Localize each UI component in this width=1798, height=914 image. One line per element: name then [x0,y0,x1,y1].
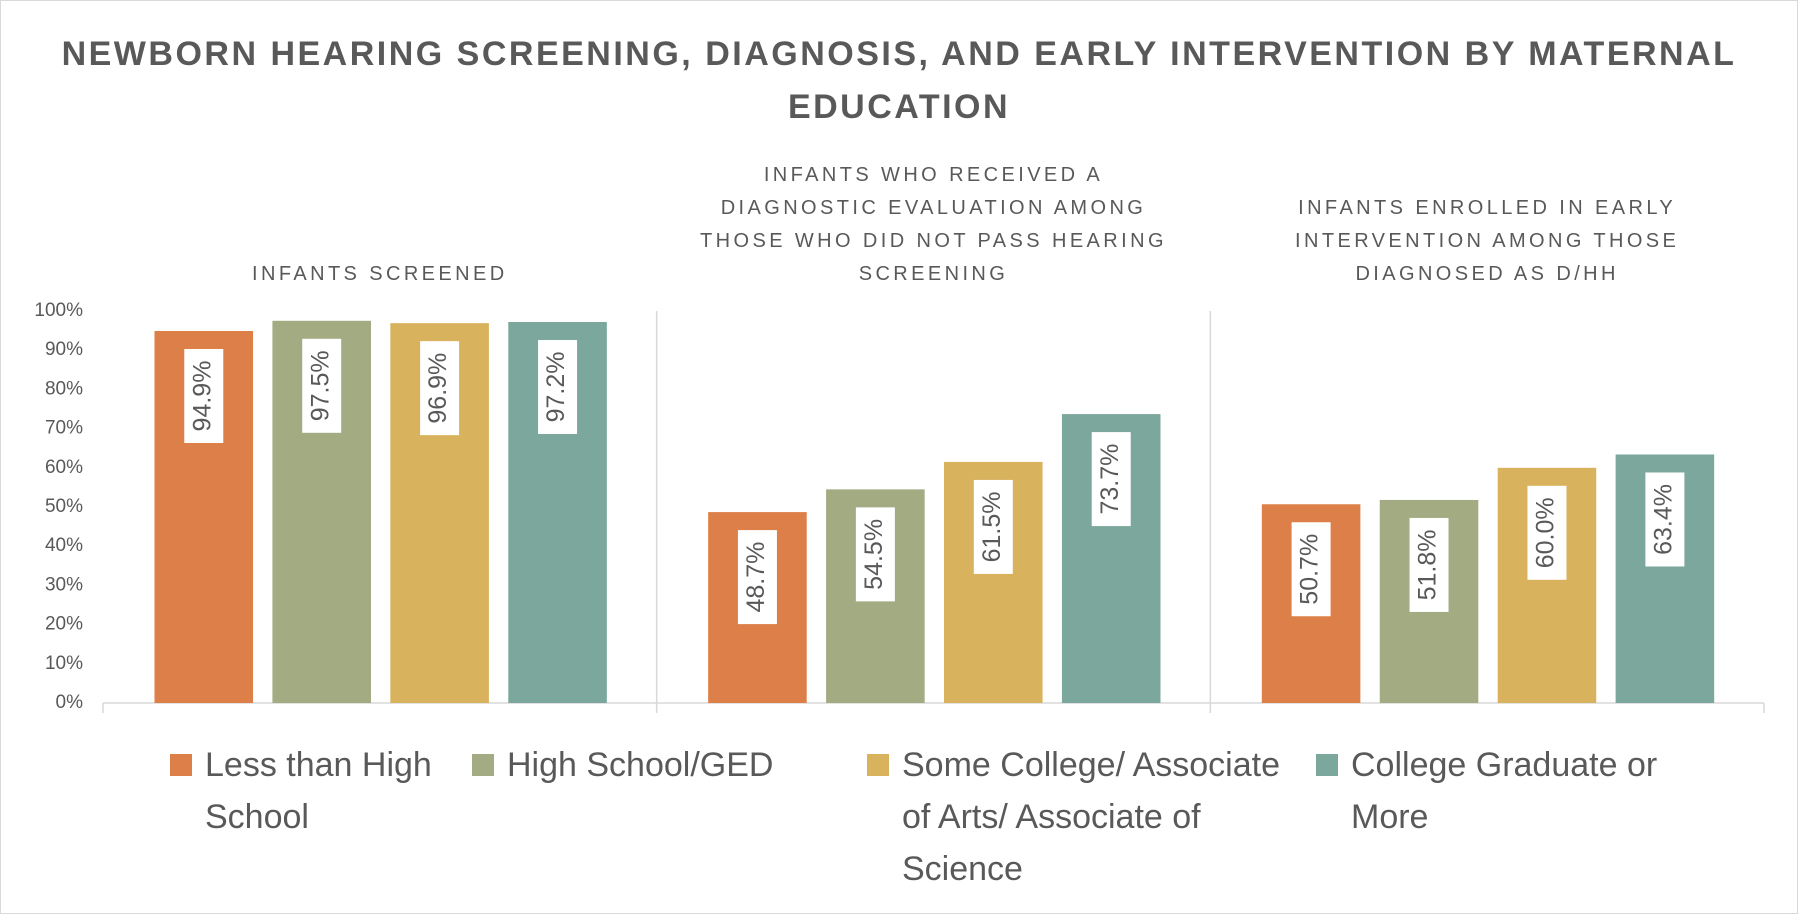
value-label: 97.2% [542,352,570,423]
y-tick-label: 60% [45,457,83,478]
value-label-box [184,348,224,443]
y-tick-label: 90% [45,339,83,360]
legend-swatch [170,754,192,776]
y-tick-label: 20% [45,614,83,635]
value-label: 54.5% [860,519,888,590]
value-label-box [1291,522,1331,617]
value-label: 73.7% [1096,444,1124,515]
legend-label: Some College/ Associate of Arts/ Associa… [902,746,1280,888]
legend-label: High School/GED [507,746,774,784]
value-label-box [973,479,1013,574]
value-label: 50.7% [1296,534,1324,605]
value-label: 51.8% [1414,529,1442,600]
y-tick-label: 80% [45,378,83,399]
value-label-box [1409,517,1449,612]
value-label-box [1527,485,1567,580]
legend-swatch [1316,754,1338,776]
value-label: 60.0% [1532,497,1560,568]
y-tick-label: 50% [45,496,83,517]
value-label: 63.4% [1650,484,1678,555]
value-label-box [737,530,777,625]
y-tick-label: 30% [45,574,83,595]
y-tick-label: 10% [45,653,83,674]
category-label: INFANTS SCREENED [252,263,508,285]
y-tick-label: 70% [45,418,83,439]
legend-label: College Graduate or More [1351,746,1658,836]
value-label: 48.7% [742,542,770,613]
y-tick-label: 100% [34,300,83,321]
category-label: INFANTS WHO RECEIVED A DIAGNOSTIC EVALUA… [700,164,1167,285]
value-label: 61.5% [978,491,1006,562]
legend-label: Less than High School [205,746,432,836]
value-label: 97.5% [306,350,334,421]
category-label: INFANTS ENROLLED IN EARLY INTERVENTION A… [1295,197,1680,285]
value-label-box [1091,432,1131,527]
y-tick-label: 0% [56,692,84,713]
legend-swatch [867,754,889,776]
legend-swatch [472,754,494,776]
value-label: 96.9% [424,353,452,424]
value-label-box [1645,472,1685,567]
y-tick-label: 40% [45,535,83,556]
value-label: 94.9% [188,361,216,432]
value-label-box [855,507,895,602]
value-label-box [538,339,578,434]
chart-title: NEWBORN HEARING SCREENING, DIAGNOSIS, AN… [61,35,1737,126]
value-label-box [302,338,342,433]
value-label-box [420,341,460,436]
